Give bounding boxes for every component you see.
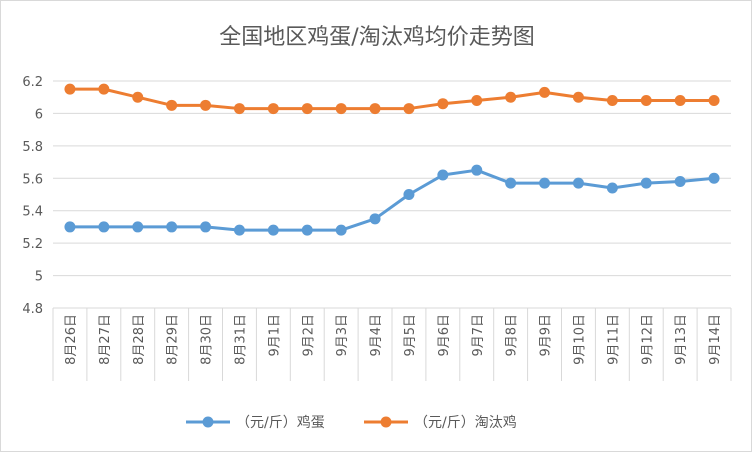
- data-point: [437, 169, 449, 181]
- data-point: [132, 221, 144, 233]
- x-tick-label: 8月31日: [233, 314, 248, 365]
- legend-marker: [380, 416, 392, 428]
- series-group: [64, 83, 720, 236]
- x-tick-label: 9月8日: [505, 314, 520, 357]
- y-tick-label: 5.2: [22, 237, 43, 252]
- x-tick-label: 8月28日: [132, 314, 147, 365]
- data-point: [200, 99, 212, 111]
- data-point: [437, 98, 449, 110]
- data-point: [301, 103, 313, 115]
- x-tick-label: 9月6日: [437, 314, 452, 357]
- data-point: [267, 103, 279, 115]
- data-point: [335, 103, 347, 115]
- data-point: [674, 176, 686, 188]
- data-point: [403, 189, 415, 200]
- x-tick-label: 9月13日: [674, 314, 689, 365]
- series-1: [64, 164, 720, 236]
- data-point: [267, 224, 279, 236]
- data-point: [606, 94, 618, 106]
- data-point: [471, 164, 483, 176]
- data-point: [98, 221, 110, 233]
- legend-label: （元/斤）淘汰鸡: [414, 414, 517, 431]
- data-point: [98, 83, 110, 95]
- series-2: [64, 83, 720, 115]
- series-line: [69, 87, 715, 111]
- data-point: [200, 221, 212, 233]
- data-point: [369, 103, 381, 115]
- y-axis: 4.8 5 5.2 5.4 5.6 5.8 6 6.2: [22, 75, 43, 317]
- x-tick-label: 9月1日: [267, 314, 282, 357]
- legend-label: （元/斤）鸡蛋: [236, 414, 325, 431]
- y-tick-label: 5: [35, 270, 43, 285]
- x-axis: 8月26日 8月27日 8月28日 8月29日 8月30日 8月31日 9月1日 9月2日 9月…: [64, 314, 723, 365]
- x-tick-label: 9月9日: [539, 314, 554, 357]
- x-tick-label: 9月5日: [403, 314, 418, 357]
- legend-item-2: （元/斤）淘汰鸡: [364, 414, 517, 431]
- data-point: [233, 103, 245, 115]
- y-tick-label: 6: [35, 107, 43, 122]
- data-point: [335, 224, 347, 236]
- x-tick-label: 8月26日: [64, 314, 79, 365]
- data-point: [708, 172, 720, 184]
- data-point: [572, 91, 584, 103]
- data-point: [674, 94, 686, 106]
- data-point: [64, 221, 76, 233]
- x-tick-label: 9月4日: [369, 314, 384, 357]
- x-tick-label: 9月12日: [640, 314, 655, 365]
- data-point: [64, 83, 76, 95]
- data-point: [233, 224, 245, 236]
- y-tick-label: 6.2: [22, 75, 43, 90]
- data-point: [572, 177, 584, 189]
- gridlines: [52, 80, 732, 381]
- data-point: [606, 182, 618, 194]
- data-point: [301, 224, 313, 236]
- series-line: [69, 168, 715, 232]
- chart-title: 全国地区鸡蛋/淘汰鸡均价走势图: [219, 25, 534, 50]
- data-point: [505, 91, 517, 103]
- x-tick-label: 8月30日: [200, 314, 215, 365]
- x-tick-label: 9月11日: [606, 314, 621, 365]
- y-tick-label: 5.6: [22, 172, 43, 187]
- legend-item-1: （元/斤）鸡蛋: [186, 414, 325, 431]
- data-point: [708, 94, 720, 106]
- x-tick-label: 9月10日: [572, 314, 587, 365]
- data-point: [640, 177, 652, 189]
- data-point: [640, 94, 652, 106]
- data-point: [369, 213, 381, 225]
- data-point: [539, 86, 551, 98]
- data-point: [166, 99, 178, 111]
- data-point: [471, 94, 483, 106]
- x-tick-label: 9月3日: [335, 314, 350, 357]
- data-point: [539, 177, 551, 189]
- data-point: [505, 177, 517, 189]
- data-point: [132, 91, 144, 103]
- y-tick-label: 4.8: [22, 302, 43, 317]
- legend-marker: [202, 416, 214, 428]
- legend: （元/斤）鸡蛋 （元/斤）淘汰鸡: [186, 414, 517, 431]
- x-tick-label: 8月27日: [98, 314, 113, 365]
- x-tick-label: 9月7日: [471, 314, 486, 357]
- y-tick-label: 5.4: [22, 205, 43, 220]
- data-point: [403, 103, 415, 115]
- data-point: [166, 221, 178, 233]
- x-tick-label: 8月29日: [166, 314, 181, 365]
- x-tick-label: 9月2日: [301, 314, 316, 357]
- y-tick-label: 5.8: [22, 140, 43, 155]
- x-tick-label: 9月14日: [708, 314, 723, 365]
